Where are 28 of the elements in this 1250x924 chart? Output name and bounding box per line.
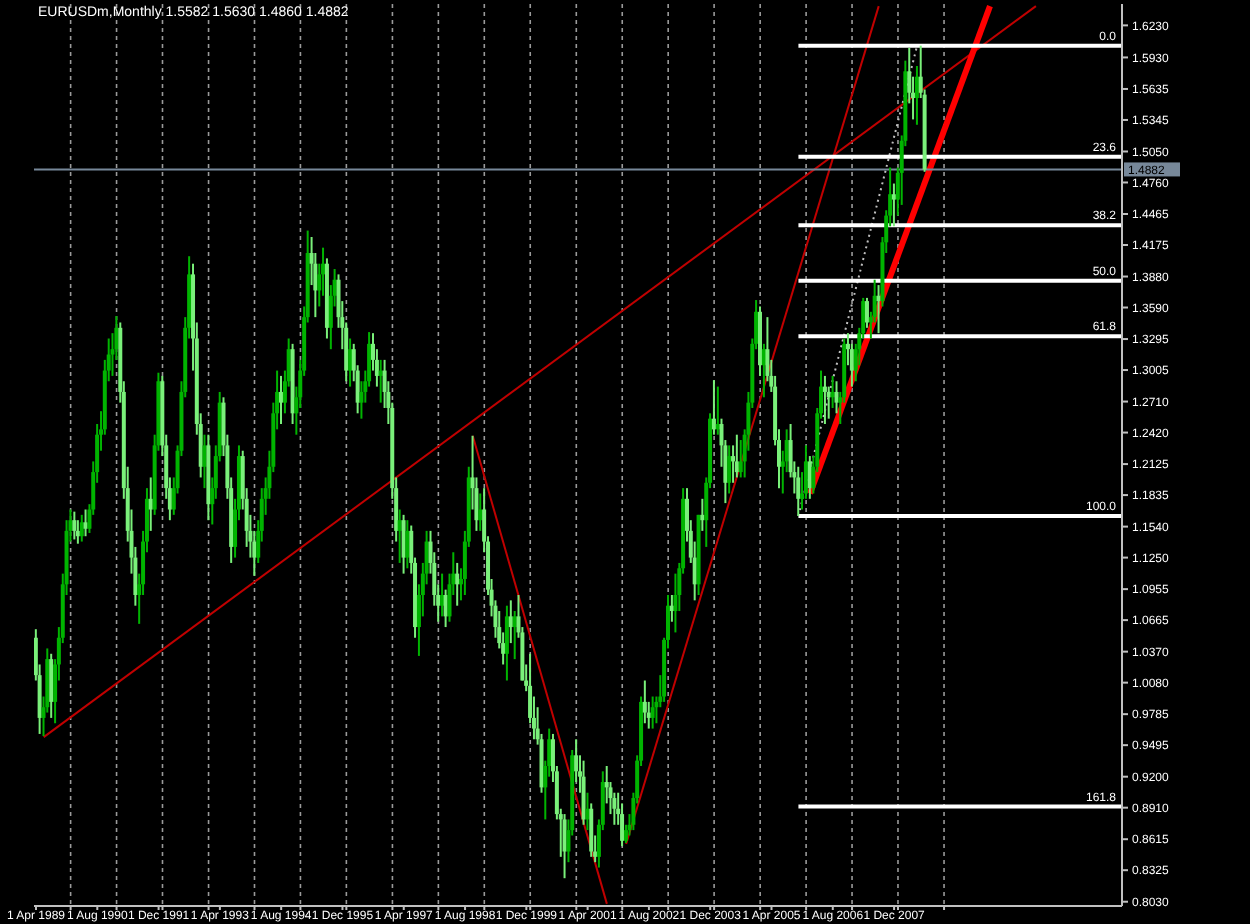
candlestick <box>822 374 827 426</box>
candlestick <box>864 296 869 329</box>
candlestick <box>279 374 283 426</box>
candlestick <box>642 679 647 725</box>
candlestick <box>734 433 739 479</box>
candlestick <box>727 444 732 495</box>
candlestick <box>650 695 655 730</box>
candlestick <box>581 759 586 826</box>
candlestick <box>585 791 590 832</box>
candlestick <box>405 519 410 570</box>
candlestick <box>796 465 801 517</box>
candlestick <box>589 802 594 858</box>
candlestick <box>478 492 483 532</box>
candlestick <box>440 572 445 618</box>
candlestick <box>49 652 54 719</box>
candlestick <box>79 513 84 543</box>
candlestick <box>75 519 80 545</box>
candlestick <box>891 182 896 228</box>
candlestick <box>830 374 835 409</box>
candlestick <box>443 588 448 629</box>
candlestick <box>504 604 509 682</box>
candlestick <box>148 476 153 532</box>
candlestick <box>378 358 383 404</box>
candlestick <box>700 497 705 532</box>
candlestick <box>397 508 402 564</box>
candlestick <box>72 510 77 541</box>
candlestick <box>508 599 513 645</box>
candlestick <box>202 433 207 490</box>
